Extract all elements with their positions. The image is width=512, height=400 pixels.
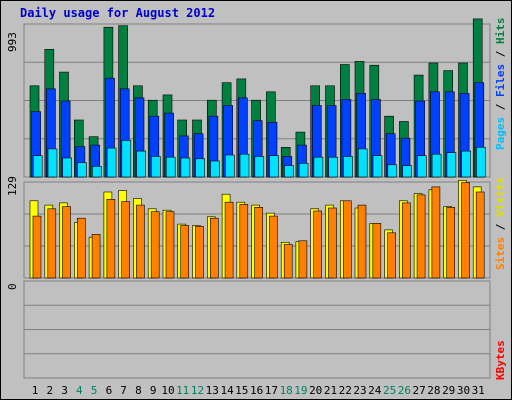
bar-sites-31	[475, 191, 485, 279]
x-tick-label-3: 3	[61, 384, 68, 397]
bar-pages-12	[195, 158, 205, 178]
bar-sites-23	[357, 204, 367, 279]
chart-title: Daily usage for August 2012	[20, 6, 216, 20]
bar-sites-17	[269, 215, 278, 279]
bar-sites-1	[32, 215, 42, 279]
bar-sites-13	[210, 217, 219, 279]
x-tick-label-7: 7	[120, 384, 127, 397]
bar-pages-28	[431, 153, 442, 178]
bar-pages-16	[254, 156, 265, 178]
bar-sites-7	[121, 201, 130, 279]
x-tick-label-4: 4	[76, 384, 83, 397]
bar-sites-22	[342, 200, 352, 279]
bar-pages-10	[165, 156, 176, 178]
bar-sites-11	[180, 225, 189, 279]
x-tick-label-11: 11	[176, 384, 189, 397]
bar-pages-27	[416, 155, 427, 178]
bar-sites-10	[165, 211, 175, 279]
bar-pages-21	[328, 156, 339, 178]
bar-sites-14	[224, 201, 234, 279]
x-tick-label-13: 13	[206, 384, 219, 397]
x-tick-label-5: 5	[91, 384, 98, 397]
bar-sites-6	[106, 199, 116, 279]
bar-pages-22	[343, 156, 353, 178]
bar-sites-27	[416, 194, 426, 279]
bar-sites-21	[328, 207, 337, 279]
bar-sites-2	[47, 208, 57, 279]
bar-pages-20	[313, 156, 324, 178]
x-tick-label-31: 31	[472, 384, 485, 397]
x-tick-label-10: 10	[161, 384, 174, 397]
bar-pages-13	[210, 160, 220, 178]
bar-sites-20	[313, 210, 323, 279]
x-tick-label-9: 9	[150, 384, 157, 397]
bar-pages-6	[106, 147, 117, 178]
bar-pages-26	[402, 165, 412, 178]
bar-sites-18	[283, 244, 293, 279]
x-tick-label-2: 2	[46, 384, 53, 397]
x-tick-label-12: 12	[191, 384, 204, 397]
x-tick-label-22: 22	[339, 384, 352, 397]
x-tick-label-25: 25	[383, 384, 396, 397]
bar-pages-11	[180, 157, 191, 178]
bar-sites-24	[372, 223, 382, 279]
x-tick-label-20: 20	[309, 384, 322, 397]
x-tick-label-23: 23	[353, 384, 366, 397]
x-tick-label-19: 19	[294, 384, 307, 397]
bar-pages-8	[136, 150, 146, 178]
bar-pages-9	[151, 156, 161, 178]
bar-pages-25	[387, 164, 398, 178]
x-tick-label-27: 27	[412, 384, 425, 397]
bar-pages-14	[225, 154, 235, 178]
bar-sites-5	[91, 234, 101, 279]
x-tick-label-6: 6	[106, 384, 113, 397]
x-tick-label-16: 16	[250, 384, 263, 397]
bar-sites-3	[62, 206, 71, 279]
bar-sites-8	[136, 204, 145, 279]
x-tick-label-1: 1	[32, 384, 39, 397]
bar-sites-25	[387, 232, 396, 279]
x-tick-label-17: 17	[265, 384, 278, 397]
bar-pages-15	[239, 153, 250, 178]
bar-pages-19	[298, 163, 309, 178]
x-tick-label-28: 28	[427, 384, 440, 397]
bar-pages-18	[284, 165, 294, 178]
x-tick-label-15: 15	[235, 384, 248, 397]
bar-pages-5	[92, 166, 102, 178]
bar-pages-3	[62, 157, 73, 178]
bar-sites-4	[77, 217, 86, 279]
bar-sites-12	[195, 226, 204, 279]
bar-pages-24	[372, 155, 383, 178]
bar-sites-30	[461, 182, 470, 279]
x-tick-label-24: 24	[368, 384, 382, 397]
bar-sites-9	[150, 211, 160, 279]
bar-pages-23	[357, 148, 368, 178]
x-tick-label-21: 21	[324, 384, 337, 397]
x-tick-label-18: 18	[280, 384, 293, 397]
x-tick-label-29: 29	[442, 384, 455, 397]
bar-pages-2	[47, 148, 58, 178]
bar-sites-28	[431, 186, 441, 279]
bar-pages-4	[77, 162, 87, 178]
bar-pages-30	[461, 150, 472, 178]
bar-sites-15	[239, 204, 249, 279]
bar-pages-31	[476, 147, 486, 178]
bar-sites-26	[402, 202, 411, 279]
x-tick-label-26: 26	[398, 384, 411, 397]
bar-sites-16	[254, 207, 263, 279]
bar-pages-1	[32, 155, 43, 178]
bar-pages-29	[446, 152, 457, 178]
bar-pages-7	[121, 140, 132, 178]
bar-pages-17	[269, 155, 279, 178]
x-tick-label-8: 8	[135, 384, 142, 397]
bar-sites-29	[446, 207, 456, 279]
x-tick-label-14: 14	[220, 384, 234, 397]
x-tick-label-30: 30	[457, 384, 470, 397]
bar-sites-19	[298, 240, 308, 279]
